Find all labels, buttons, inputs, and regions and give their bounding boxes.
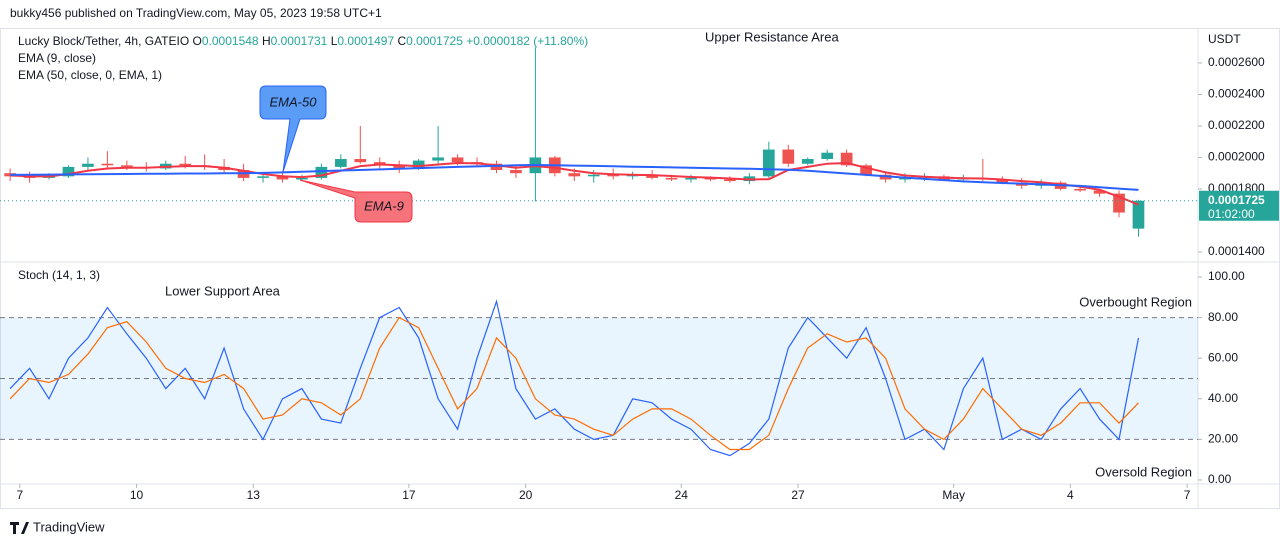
annotation: EMA-50: [270, 94, 318, 109]
last-price-label: 0.0001725: [1208, 193, 1265, 207]
change-pct: (+11.80%): [533, 34, 588, 48]
candle-body: [451, 157, 464, 163]
x-tick-label: 7: [1184, 488, 1191, 502]
candle-body: [354, 159, 367, 163]
stoch-line: [9, 316, 1139, 451]
x-tick-label: 13: [247, 488, 261, 502]
y-tick-label: 80.00: [1208, 310, 1238, 324]
candle-body: [646, 174, 658, 178]
ema-line: [10, 161, 1139, 206]
ema-line: [10, 163, 1139, 191]
candle-body: [432, 157, 444, 161]
stoch-legend: Stoch (14, 1, 3): [18, 268, 100, 282]
candle-body: [899, 177, 911, 180]
candle-body: [257, 176, 269, 178]
x-tick-label: May: [942, 488, 965, 502]
candle-body: [763, 149, 775, 177]
callout: [299, 179, 413, 223]
annotation: EMA-9: [364, 198, 404, 213]
c-key: C: [397, 34, 406, 48]
l-value: 0.0001497: [337, 34, 394, 48]
candle-body: [315, 166, 328, 178]
x-tick-label: 27: [791, 488, 805, 502]
candle-body: [607, 174, 620, 177]
candle-body: [840, 152, 853, 166]
x-tick-label: 4: [1067, 488, 1074, 502]
symbol-legend: Lucky Block/Tether, 4h, GATEIO O0.000154…: [18, 34, 588, 48]
ema9-legend: EMA (9, close): [18, 51, 96, 65]
candle-body: [412, 160, 425, 169]
candle-body: [782, 149, 795, 164]
y-tick-label: 0.0002000: [1208, 150, 1265, 164]
x-tick-label: 20: [519, 488, 533, 502]
h-key: H: [262, 34, 271, 48]
y-tick-label: 20.00: [1208, 432, 1238, 446]
candle-body: [860, 165, 872, 175]
candle-body: [1093, 190, 1106, 194]
brand-logo: [10, 522, 29, 534]
candle-body: [62, 166, 75, 177]
x-tick-label: 24: [675, 488, 689, 502]
plot-layer: 0.00014000.00018000.00020000.00022000.00…: [0, 47, 1279, 502]
y-tick-label: 0.0002600: [1208, 55, 1265, 69]
candle-body: [996, 179, 1009, 183]
candle-body: [82, 163, 94, 167]
annotation: Oversold Region: [1095, 464, 1192, 479]
annotation: Lower Support Area: [165, 283, 281, 298]
annotation: Overbought Region: [1079, 294, 1192, 309]
candle-body: [704, 177, 717, 180]
candle-body: [724, 179, 736, 182]
publisher-line: bukky456 published on TradingView.com, M…: [10, 6, 382, 20]
candle-body: [587, 174, 600, 177]
candle-body: [1074, 188, 1086, 191]
brand: TradingView: [33, 519, 105, 534]
candle-body: [393, 165, 406, 169]
y-tick-label: 60.00: [1208, 350, 1238, 364]
candle-body: [685, 177, 697, 180]
stoch-line: [9, 299, 1140, 457]
candle-body: [1113, 193, 1125, 213]
change: +0.0000182: [466, 34, 530, 48]
x-tick-label: 7: [16, 488, 23, 502]
l-key: L: [331, 34, 338, 48]
annotation: Upper Resistance Area: [705, 29, 839, 44]
y-tick-label: 100.00: [1208, 269, 1245, 283]
candle-body: [801, 159, 814, 164]
y-tick-label: 0.0002200: [1208, 118, 1265, 132]
o-key: O: [193, 34, 202, 48]
countdown-label: 01:02:00: [1208, 207, 1255, 221]
candle-body: [510, 170, 522, 174]
y-tick-label: 0.00: [1208, 472, 1232, 486]
y-tick-label: 0.0001400: [1208, 244, 1265, 258]
last-price-tag: [1199, 190, 1279, 221]
candle-body: [179, 163, 192, 166]
candle-body: [1132, 200, 1145, 229]
candle-body: [335, 159, 347, 167]
symbol: Lucky Block/Tether, 4h, GATEIO: [18, 34, 189, 48]
currency-label: USDT: [1208, 32, 1241, 46]
y-tick-label: 0.0002400: [1208, 87, 1265, 101]
candle-body: [821, 152, 834, 160]
candle-body: [665, 177, 678, 180]
c-value: 0.0001725: [406, 34, 463, 48]
callout: [259, 85, 327, 173]
ema50-legend: EMA (50, close, 0, EMA, 1): [18, 68, 162, 82]
candle-body: [568, 173, 581, 177]
h-value: 0.0001731: [271, 34, 328, 48]
y-tick-label: 40.00: [1208, 391, 1238, 405]
candle-body: [296, 177, 308, 180]
o-value: 0.0001548: [202, 34, 259, 48]
candle-body: [276, 176, 289, 180]
candle-body: [121, 165, 133, 167]
candle-body: [101, 163, 114, 166]
x-tick-label: 10: [130, 488, 144, 502]
x-tick-label: 17: [402, 488, 416, 502]
